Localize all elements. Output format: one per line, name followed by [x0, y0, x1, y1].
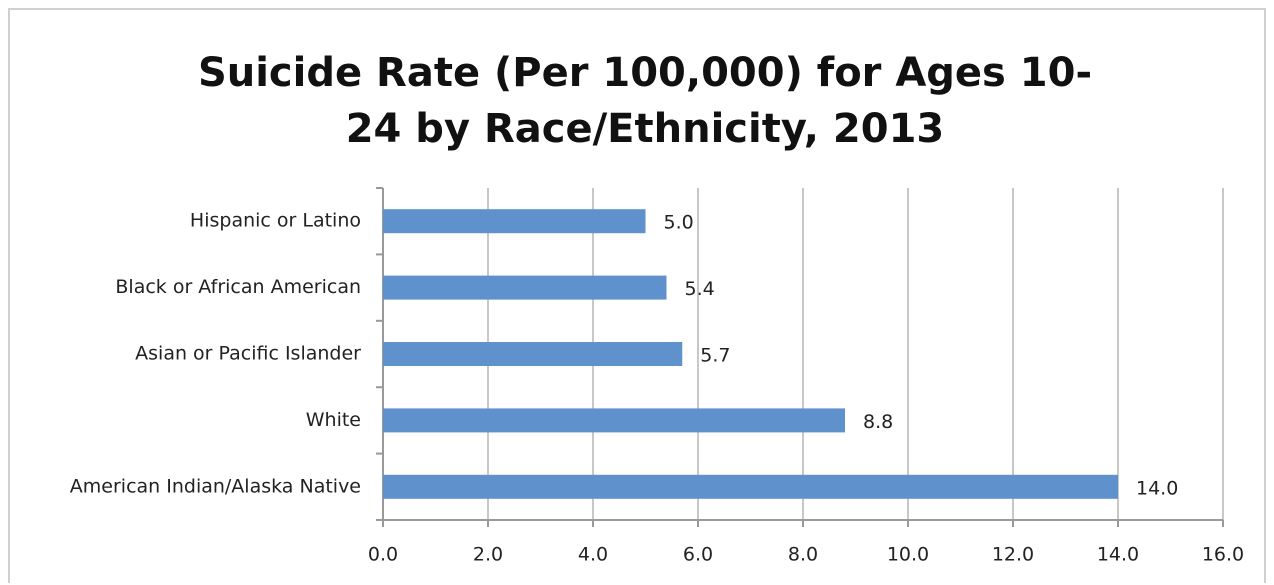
chart-title: Suicide Rate (Per 100,000) for Ages 10-2… — [197, 50, 1093, 152]
x-tick-label: 6.0 — [683, 544, 713, 566]
y-tick-label: Asian or Pacific Islander — [135, 343, 361, 365]
chart-frame — [8, 8, 1266, 583]
x-tick-label: 2.0 — [473, 544, 503, 566]
bar — [383, 408, 845, 433]
bar — [383, 209, 646, 234]
x-tick-label: 14.0 — [1097, 544, 1139, 566]
x-tick-label: 16.0 — [1202, 544, 1244, 566]
value-label: 5.4 — [685, 278, 715, 300]
x-tick-label: 8.0 — [788, 544, 818, 566]
bar — [383, 275, 667, 300]
bar — [383, 342, 683, 366]
bar — [383, 474, 1118, 499]
x-tick-label: 12.0 — [992, 544, 1034, 566]
x-tick-label: 10.0 — [887, 544, 929, 566]
value-label: 14.0 — [1136, 477, 1178, 499]
y-tick-label: American Indian/Alaska Native — [70, 475, 361, 497]
value-label: 5.7 — [700, 345, 730, 367]
x-tick-label: 4.0 — [578, 544, 608, 566]
x-tick-label: 0.0 — [368, 544, 398, 566]
y-tick-label: Black or African American — [115, 276, 361, 298]
value-label: 5.0 — [664, 212, 694, 234]
y-tick-label: White — [306, 409, 361, 431]
value-label: 8.8 — [863, 411, 893, 433]
y-tick-label: Hispanic or Latino — [190, 210, 361, 232]
